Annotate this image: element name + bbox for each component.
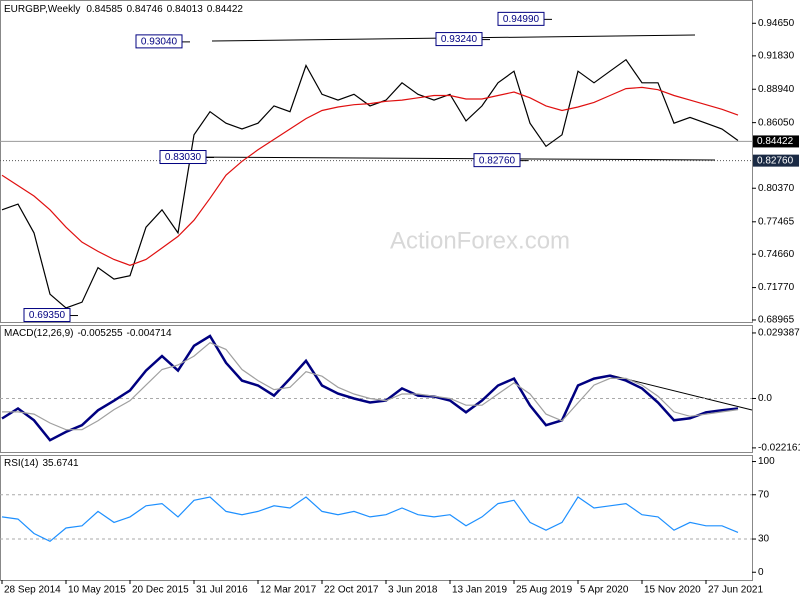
reading: 35.6741	[42, 458, 79, 469]
y-tick-label: 0.77465	[758, 216, 795, 227]
annotation-box	[159, 150, 207, 165]
x-tick-label: 20 Dec 2015	[132, 585, 189, 596]
watermark: ActionForex.com	[390, 227, 570, 254]
price-label-box	[753, 135, 799, 148]
annotation-label: 0.83030	[165, 152, 202, 163]
title: RSI(14)	[4, 458, 38, 469]
macd-panel	[0, 325, 753, 453]
y-tick-label: 0.0	[758, 393, 772, 404]
annotation-label: 0.94990	[503, 14, 540, 25]
title: EURGBP,Weekly	[4, 4, 80, 15]
x-tick-label: 31 Jul 2016	[196, 585, 248, 596]
series-line	[1, 86, 739, 266]
support-line	[181, 156, 716, 161]
annotation-label: 0.69350	[29, 310, 66, 321]
price-label-box	[753, 154, 799, 167]
annotation-label: 0.82760	[479, 155, 516, 166]
price-header: EURGBP,Weekly 0.84585 0.84746 0.84013 0.8442…	[4, 4, 243, 15]
ohlc: 0.84422	[207, 4, 244, 15]
macd-header: MACD(12,26,9) -0.005255 -0.004714	[4, 328, 172, 339]
price-panel	[0, 0, 753, 323]
rsi-panel	[0, 455, 753, 581]
y-tick-label: 0.86050	[758, 117, 795, 128]
reading: -0.004714	[127, 328, 172, 339]
y-tick-label: 0.029387	[758, 328, 800, 339]
x-tick-label: 12 Mar 2017	[260, 585, 317, 596]
annotation-box	[135, 34, 183, 49]
y-tick-label: -0.022161	[758, 443, 800, 454]
ohlc: 0.84746	[126, 4, 163, 15]
x-tick-label: 10 May 2015	[68, 585, 126, 596]
series-line	[1, 334, 739, 442]
annotation-box	[435, 32, 483, 47]
x-tick-label: 15 Nov 2020	[644, 585, 701, 596]
x-tick-label: 5 Apr 2020	[580, 585, 629, 596]
x-tick-label: 28 Sep 2014	[4, 585, 61, 596]
ohlc: 0.84013	[167, 4, 204, 15]
price-label: 0.84422	[757, 136, 794, 147]
x-tick-label: 22 Oct 2017	[324, 585, 379, 596]
x-tick-label: 3 Jun 2018	[388, 585, 438, 596]
y-tick-label: 0.74660	[758, 249, 795, 260]
y-tick-label: 0.91830	[758, 51, 795, 62]
y-tick-label: 30	[758, 534, 770, 545]
annotation-box	[473, 153, 521, 168]
title: MACD(12,26,9)	[4, 328, 73, 339]
y-tick-label: 0.68965	[758, 315, 795, 326]
annotation-box	[497, 11, 545, 26]
y-tick-label: 0.88940	[758, 84, 795, 95]
series-line	[1, 496, 739, 543]
series-line	[1, 58, 739, 309]
x-tick-label: 25 Aug 2019	[516, 585, 573, 596]
y-tick-label: 70	[758, 489, 770, 500]
macd-trendline	[609, 374, 753, 411]
y-tick-label: 0.80370	[758, 183, 795, 194]
y-tick-label: 0.94650	[758, 18, 795, 29]
x-tick-label: 27 Jun 2021	[708, 585, 763, 596]
x-tick-label: 13 Jan 2019	[452, 585, 507, 596]
reading: -0.005255	[77, 328, 122, 339]
series-line	[2, 342, 739, 431]
annotation-label: 0.93240	[441, 34, 478, 45]
price-label: 0.82760	[757, 155, 794, 166]
annotation-label: 0.93040	[141, 37, 178, 48]
y-tick-label: 0.71770	[758, 282, 795, 293]
rsi-header: RSI(14) 35.6741	[4, 458, 79, 469]
annotation-box	[23, 308, 71, 323]
y-tick-label: 100	[758, 456, 775, 467]
y-tick-label: 0	[758, 567, 764, 578]
ohlc: 0.84585	[86, 4, 123, 15]
